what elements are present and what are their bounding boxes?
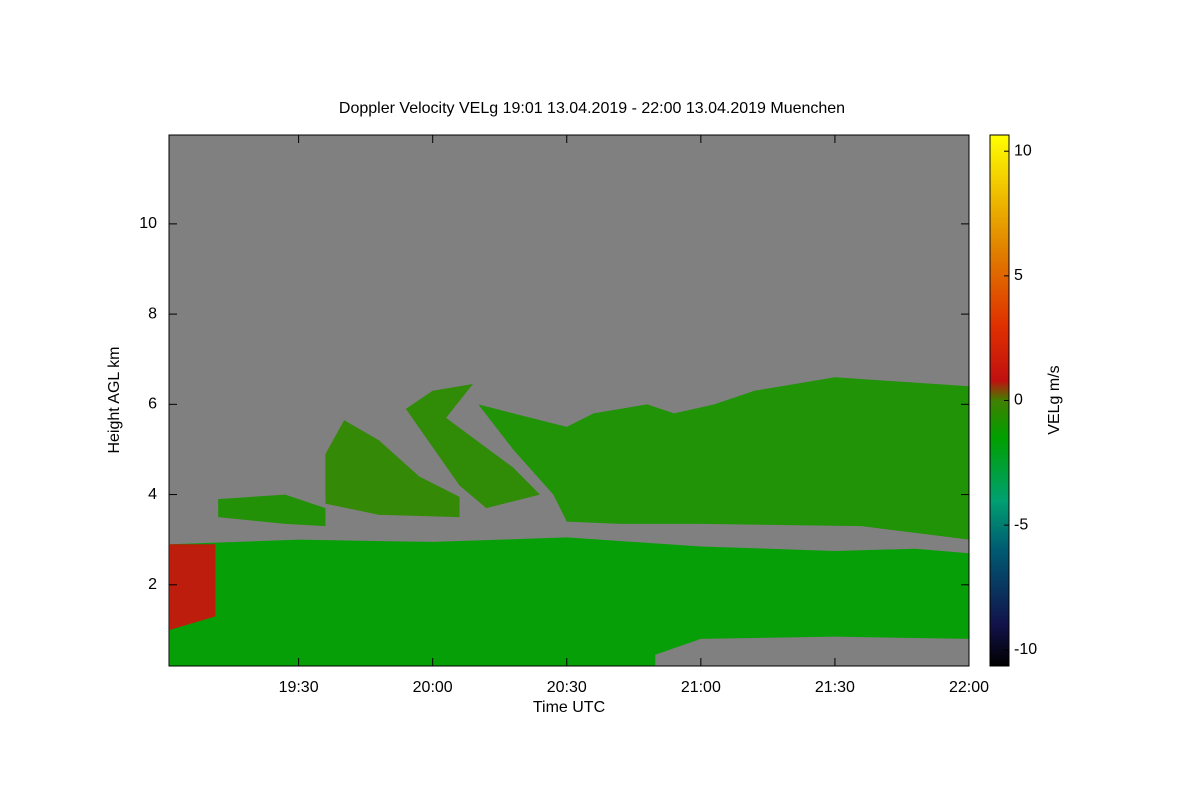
x-tick-label: 21:00 <box>681 679 721 696</box>
y-axis-label: Height AGL km <box>106 346 123 453</box>
chart-title: Doppler Velocity VELg 19:01 13.04.2019 -… <box>339 100 845 117</box>
colorbar-tick-label: 5 <box>1014 267 1023 284</box>
echo-region <box>169 544 216 630</box>
y-tick-label: 8 <box>148 305 157 322</box>
y-tick-label: 4 <box>148 486 157 503</box>
echo-region <box>325 420 460 518</box>
y-tick-label: 6 <box>148 396 157 413</box>
echo-region <box>169 537 969 666</box>
colorbar-label: VELg m/s <box>1046 365 1063 434</box>
colorbar-tick-label: 10 <box>1014 142 1032 159</box>
x-tick-label: 20:00 <box>413 679 453 696</box>
echo-region <box>218 494 326 527</box>
x-axis-label: Time UTC <box>533 699 605 716</box>
y-tick-label: 10 <box>139 215 157 232</box>
y-tick-label: 2 <box>148 576 157 593</box>
echo-region <box>478 377 969 540</box>
colorbar-tick-label: 0 <box>1014 392 1023 409</box>
x-tick-label: 20:30 <box>547 679 587 696</box>
colorbar-tick-label: -10 <box>1014 641 1037 658</box>
x-tick-label: 19:30 <box>279 679 319 696</box>
x-tick-label: 22:00 <box>949 679 989 696</box>
x-tick-label: 21:30 <box>815 679 855 696</box>
plot-frame <box>168 134 970 667</box>
colorbar-tick-label: -5 <box>1014 516 1028 533</box>
echo-region <box>405 384 540 509</box>
